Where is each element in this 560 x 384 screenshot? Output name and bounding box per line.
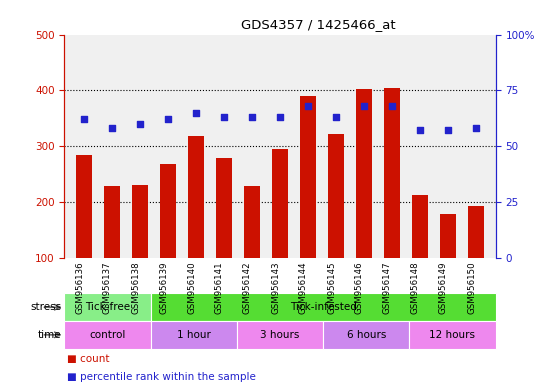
Point [444,127,452,134]
Bar [272,149,288,258]
Text: GSM956142: GSM956142 [243,262,252,314]
Bar [323,321,409,349]
Text: GDS4357 / 1425466_at: GDS4357 / 1425466_at [241,18,395,31]
Point [164,116,172,122]
Bar [244,186,260,258]
Bar [132,185,148,258]
Bar [151,321,237,349]
Bar [409,321,496,349]
Point [136,121,144,127]
Text: GSM956149: GSM956149 [439,262,448,314]
Bar [356,89,372,258]
Bar [160,164,176,258]
Point [388,103,396,109]
Point [416,127,424,134]
Bar [64,293,151,321]
Bar [64,321,151,349]
Bar [104,186,120,258]
Point [332,114,340,120]
Text: GSM956144: GSM956144 [299,262,308,314]
Bar [384,88,400,258]
Text: GSM956138: GSM956138 [131,262,140,314]
Text: GSM956141: GSM956141 [215,262,224,314]
Text: time: time [38,330,62,340]
Text: GSM956143: GSM956143 [271,262,280,314]
Text: Tick-free: Tick-free [85,302,130,312]
Text: GSM956147: GSM956147 [383,262,392,314]
Point [248,114,256,120]
Text: 3 hours: 3 hours [260,330,300,340]
Text: stress: stress [30,302,62,312]
Bar [237,321,323,349]
Bar [468,206,484,258]
Text: GSM956148: GSM956148 [411,262,420,314]
Text: control: control [90,330,125,340]
Text: ■ percentile rank within the sample: ■ percentile rank within the sample [67,372,256,382]
Text: GSM956139: GSM956139 [159,262,168,314]
Text: GSM956146: GSM956146 [355,262,364,314]
Point [276,114,284,120]
Point [192,109,200,116]
Bar [328,134,344,258]
Bar [151,293,496,321]
Text: Tick-infested: Tick-infested [290,302,357,312]
Text: ■ count: ■ count [67,354,110,364]
Bar [440,214,456,258]
Point [108,125,116,131]
Text: 6 hours: 6 hours [347,330,386,340]
Bar [412,195,428,258]
Text: GSM956145: GSM956145 [327,262,336,314]
Bar [188,136,204,258]
Bar [216,158,232,258]
Point [472,125,480,131]
Text: GSM956140: GSM956140 [187,262,196,314]
Text: GSM956150: GSM956150 [467,262,476,314]
Text: GSM956136: GSM956136 [75,262,84,314]
Bar [76,155,92,258]
Text: 1 hour: 1 hour [177,330,211,340]
Point [80,116,88,122]
Bar [300,96,316,258]
Text: 12 hours: 12 hours [430,330,475,340]
Text: GSM956137: GSM956137 [103,262,112,314]
Point [360,103,368,109]
Point [304,103,312,109]
Point [220,114,228,120]
